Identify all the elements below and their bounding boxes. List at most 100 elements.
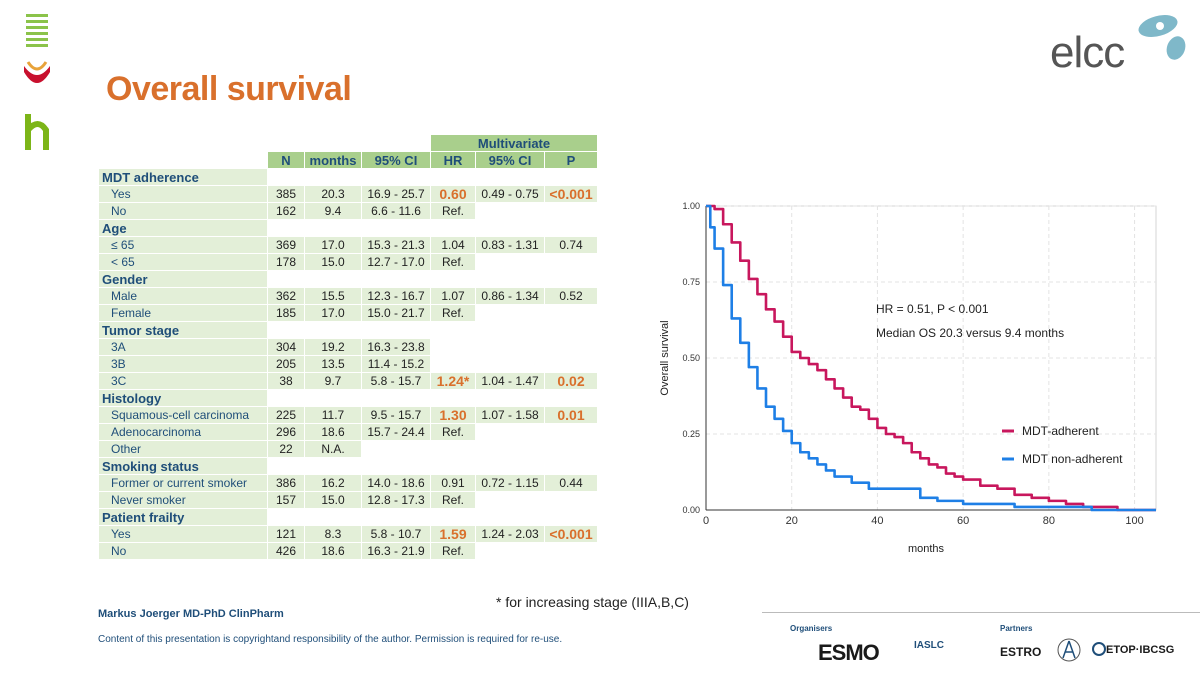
cell-ci: 12.7 - 17.0 (362, 254, 430, 270)
cell-hr: Ref. (431, 492, 475, 508)
table-section-row: Histology (99, 390, 597, 406)
cell-n: 205 (268, 356, 304, 372)
cell-ci: 16.9 - 25.7 (362, 186, 430, 202)
table-row: 3A 304 19.2 16.3 - 23.8 (99, 339, 597, 355)
y-tick-label: 0.50 (682, 353, 700, 363)
x-tick-label: 80 (1043, 515, 1055, 527)
row-label: 3B (99, 356, 267, 372)
cell-ci: 12.8 - 17.3 (362, 492, 430, 508)
y-tick-label: 0.25 (682, 429, 700, 439)
cell-ci: 12.3 - 16.7 (362, 288, 430, 304)
table-row: No 162 9.4 6.6 - 11.6 Ref. (99, 203, 597, 219)
cell-n: 22 (268, 441, 304, 457)
cell-p (545, 543, 597, 559)
section-title: Smoking status (99, 458, 267, 474)
cell-hr_ci (476, 356, 544, 372)
x-axis-label: months (908, 543, 945, 555)
row-label: < 65 (99, 254, 267, 270)
cell-months: 13.5 (305, 356, 361, 372)
row-label: Yes (99, 186, 267, 202)
kaplan-meier-chart: 0.00 0.25 0.50 0.75 1.00 0 20 40 60 80 100 months Ov… (659, 201, 1157, 555)
table-section-row: Patient frailty (99, 509, 597, 525)
cell-ci: 15.3 - 21.3 (362, 237, 430, 253)
cell-hr_ci (476, 254, 544, 270)
cell-months: 19.2 (305, 339, 361, 355)
cell-p (545, 492, 597, 508)
cell-p: 0.01 (545, 407, 597, 423)
x-tick-label: 0 (703, 515, 709, 527)
cell-p: 0.02 (545, 373, 597, 389)
estro-logo: ESTRO (1000, 645, 1042, 659)
cell-hr: Ref. (431, 254, 475, 270)
x-tick-label: 100 (1125, 515, 1143, 527)
section-title: MDT adherence (99, 169, 267, 185)
footer-divider (762, 612, 1200, 613)
cell-p: 0.44 (545, 475, 597, 491)
copyright-notice: Content of this presentation is copyrigh… (98, 634, 563, 645)
table-section-row: Gender (99, 271, 597, 287)
cell-hr_ci (476, 339, 544, 355)
cell-hr: Ref. (431, 305, 475, 321)
partners-label: Partners (1000, 624, 1033, 633)
cell-hr_ci: 0.49 - 0.75 (476, 186, 544, 202)
author-name: Markus Joerger MD-PhD ClinPharm (98, 608, 284, 620)
section-title: Tumor stage (99, 322, 267, 338)
column-header: HR (431, 152, 475, 168)
cell-hr_ci: 1.24 - 2.03 (476, 526, 544, 542)
cell-ci: 6.6 - 11.6 (362, 203, 430, 219)
row-label: Former or current smoker (99, 475, 267, 491)
cell-months: 17.0 (305, 305, 361, 321)
cell-months: 18.6 (305, 543, 361, 559)
cell-hr_ci: 1.04 - 1.47 (476, 373, 544, 389)
cell-hr_ci (476, 441, 544, 457)
table-section-row: Smoking status (99, 458, 597, 474)
footnote: * for increasing stage (IIIA,B,C) (496, 594, 689, 610)
column-header: 95% CI (362, 152, 430, 168)
cell-p (545, 203, 597, 219)
table-row: < 65 178 15.0 12.7 - 17.0 Ref. (99, 254, 597, 270)
cell-n: 178 (268, 254, 304, 270)
y-tick-label: 1.00 (682, 201, 700, 211)
annotation-hr: HR = 0.51, P < 0.001 (876, 302, 989, 316)
cell-n: 362 (268, 288, 304, 304)
cell-n: 162 (268, 203, 304, 219)
cell-hr: 1.07 (431, 288, 475, 304)
cell-ci: 11.4 - 15.2 (362, 356, 430, 372)
cell-ci (362, 441, 430, 457)
column-header: P (545, 152, 597, 168)
row-label: 3C (99, 373, 267, 389)
cell-n: 38 (268, 373, 304, 389)
cell-hr_ci (476, 424, 544, 440)
cell-p: 0.52 (545, 288, 597, 304)
x-tick-label: 40 (871, 515, 883, 527)
cell-p (545, 441, 597, 457)
cell-hr: 1.30 (431, 407, 475, 423)
cell-n: 426 (268, 543, 304, 559)
table-row: No 426 18.6 16.3 - 21.9 Ref. (99, 543, 597, 559)
cell-hr: 1.59 (431, 526, 475, 542)
etop-logo-icon (1092, 642, 1106, 656)
cell-hr_ci: 0.86 - 1.34 (476, 288, 544, 304)
cell-ci: 16.3 - 21.9 (362, 543, 430, 559)
cell-months: 15.0 (305, 254, 361, 270)
series-line-mdt-non-adherent (706, 204, 1156, 512)
row-label: 3A (99, 339, 267, 355)
institution-logo (24, 14, 50, 150)
cell-n: 386 (268, 475, 304, 491)
cell-ci: 5.8 - 10.7 (362, 526, 430, 542)
legend-label: MDT-adherent (1022, 424, 1099, 438)
cell-hr_ci (476, 492, 544, 508)
table-row: 3B 205 13.5 11.4 - 15.2 (99, 356, 597, 372)
cell-hr: Ref. (431, 543, 475, 559)
cell-n: 296 (268, 424, 304, 440)
row-label: ≤ 65 (99, 237, 267, 253)
cell-ci: 14.0 - 18.6 (362, 475, 430, 491)
cell-hr: 0.60 (431, 186, 475, 202)
table-row: 3C 38 9.7 5.8 - 15.7 1.24* 1.04 - 1.47 0.02 (99, 373, 597, 389)
cell-p: <0.001 (545, 186, 597, 202)
section-title: Patient frailty (99, 509, 267, 525)
cell-months: 9.4 (305, 203, 361, 219)
x-tick-label: 60 (957, 515, 969, 527)
row-label: Never smoker (99, 492, 267, 508)
iaslc-logo: IASLC (914, 640, 944, 651)
